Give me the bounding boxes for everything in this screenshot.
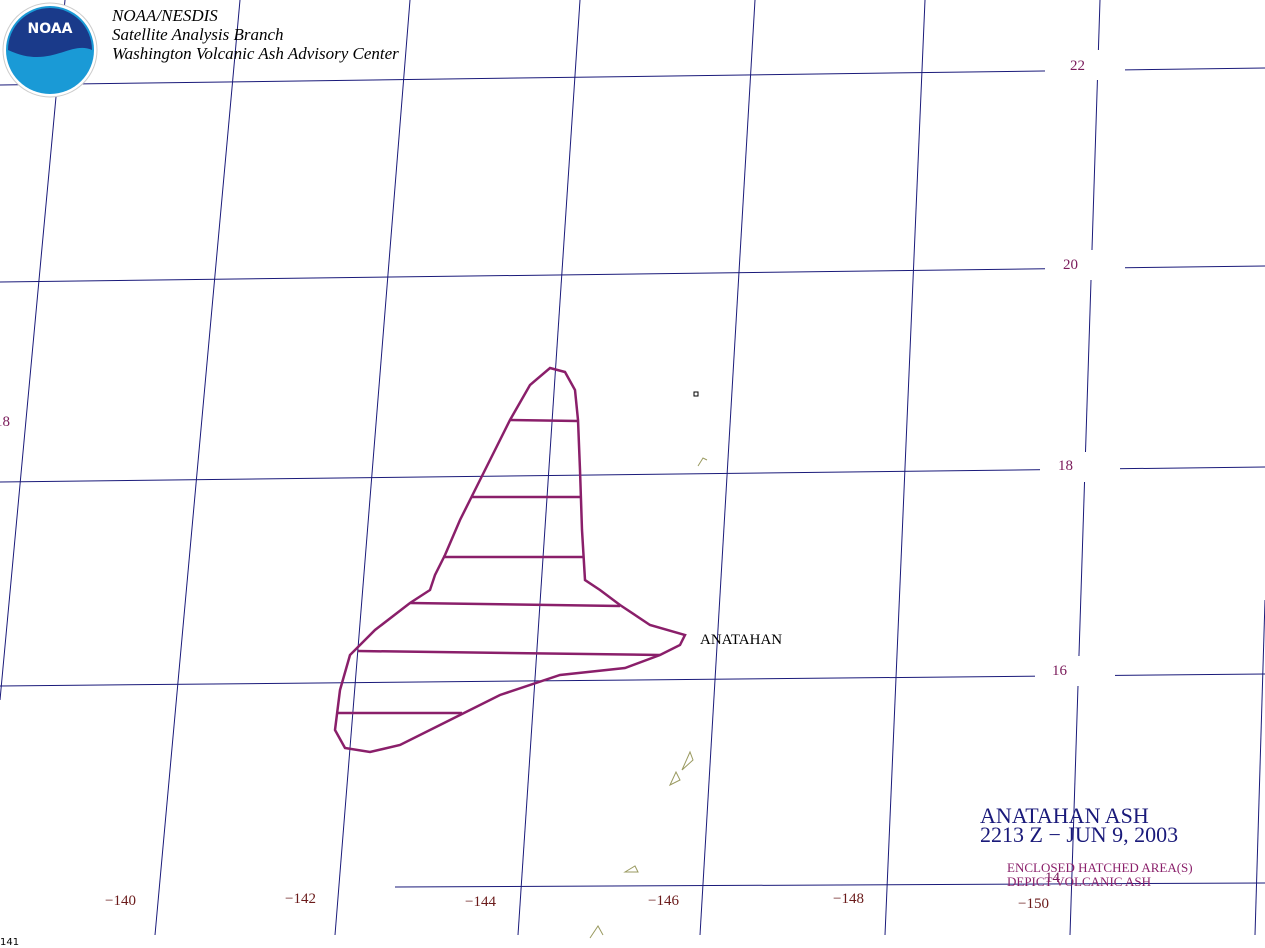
title: 2213 Z − JUN 9, 2003 bbox=[980, 822, 1178, 847]
logo-text: NOAA bbox=[28, 21, 73, 37]
lat-label: 16 bbox=[1052, 663, 1068, 679]
islands bbox=[589, 391, 708, 939]
lat-label: 14 bbox=[1045, 870, 1061, 886]
volcano-label: ANATAHAN bbox=[700, 632, 782, 648]
header-line: Satellite Analysis Branch bbox=[112, 25, 284, 44]
legend-note: DEPICT VOLCANIC ASH bbox=[1007, 874, 1151, 889]
lon-label: −148 bbox=[833, 891, 864, 907]
title: ANATAHAN ASH bbox=[980, 803, 1149, 828]
lat-label: 22 bbox=[1070, 58, 1085, 74]
ash-area bbox=[333, 366, 687, 754]
lon-label: −146 bbox=[648, 893, 679, 909]
lat-label: 18 bbox=[0, 414, 10, 430]
lon-label: −140 bbox=[105, 893, 136, 909]
corner-label: 141 bbox=[0, 937, 19, 948]
lon-label: −144 bbox=[465, 894, 496, 910]
lon-label: −142 bbox=[285, 891, 316, 907]
noaa-logo: NOAA bbox=[2, 2, 98, 98]
header-line: Washington Volcanic Ash Advisory Center bbox=[112, 44, 399, 63]
legend-note: ENCLOSED HATCHED AREA(S) bbox=[1007, 860, 1193, 875]
lon-label: −150 bbox=[1018, 896, 1049, 912]
lat-label: 20 bbox=[1063, 257, 1078, 273]
lat-label: 18 bbox=[1058, 458, 1073, 474]
header-line: NOAA/NESDIS bbox=[111, 6, 218, 25]
